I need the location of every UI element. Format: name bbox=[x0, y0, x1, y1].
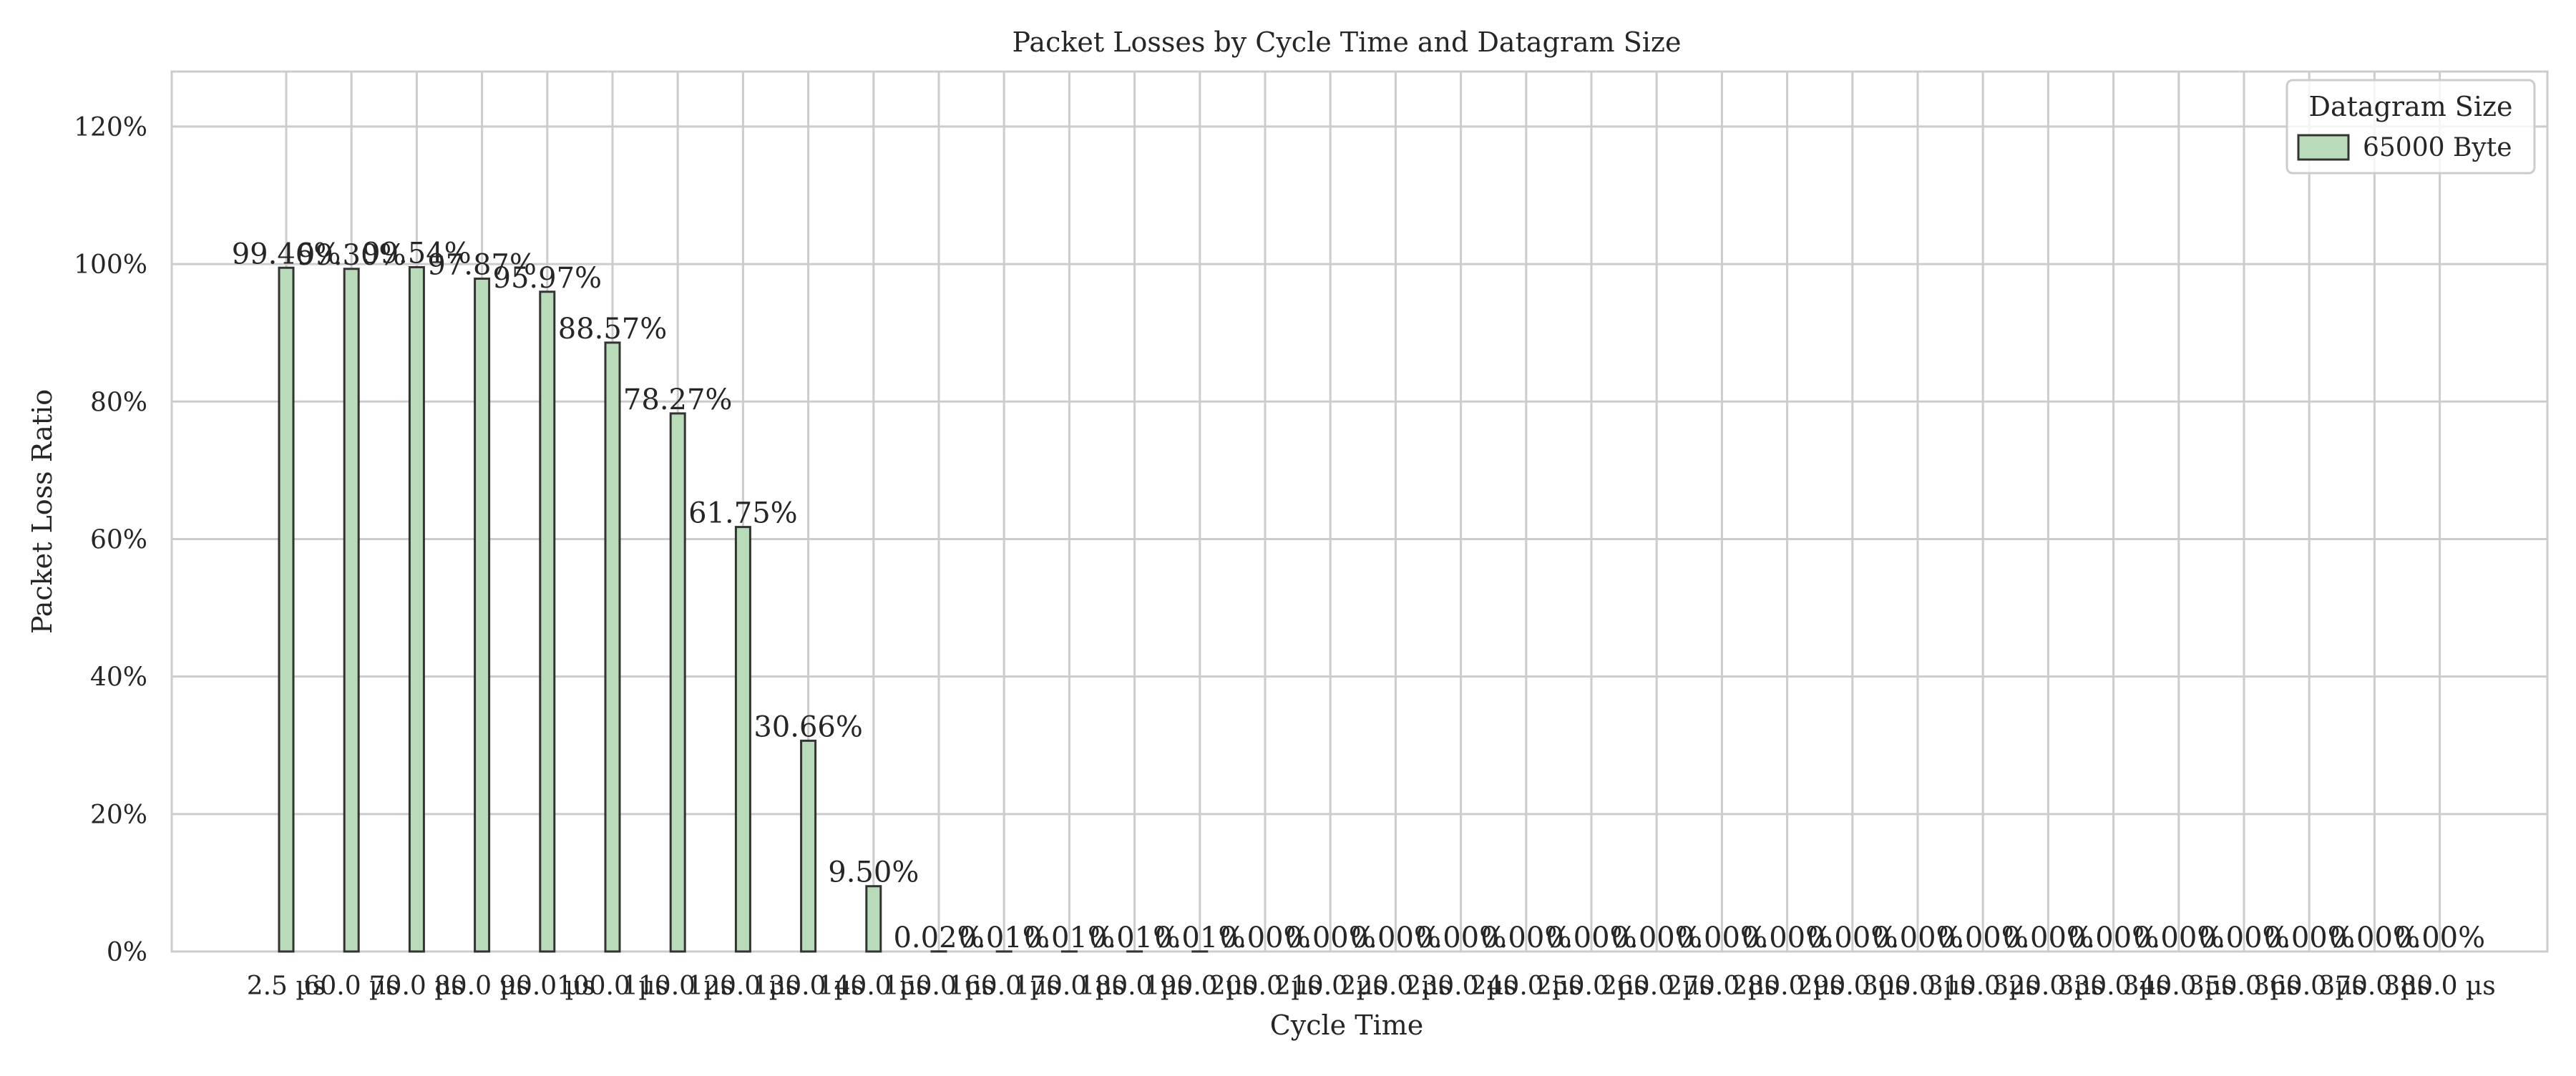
bar bbox=[736, 527, 750, 952]
y-tick-label: 100% bbox=[74, 250, 147, 280]
legend: Datagram Size 65000 Byte bbox=[2287, 80, 2534, 173]
y-tick-label: 120% bbox=[74, 113, 147, 142]
grid bbox=[172, 72, 2547, 952]
legend-entry-label: 65000 Byte bbox=[2363, 133, 2512, 162]
bar-value-label: 0.00% bbox=[2394, 921, 2485, 954]
bar bbox=[670, 414, 685, 952]
bar bbox=[344, 269, 358, 952]
legend-title: Datagram Size bbox=[2309, 91, 2513, 122]
legend-swatch bbox=[2298, 135, 2348, 160]
x-tick-label: 380.0 µs bbox=[2384, 972, 2495, 1001]
bar bbox=[801, 740, 816, 952]
bar bbox=[605, 343, 620, 952]
x-axis-label: Cycle Time bbox=[1270, 1009, 1424, 1041]
bar-value-label: 78.27% bbox=[623, 383, 733, 416]
y-tick-label: 0% bbox=[107, 938, 147, 967]
bar bbox=[279, 268, 293, 952]
y-axis-label: Packet Loss Ratio bbox=[26, 389, 58, 634]
y-tick-label: 20% bbox=[90, 801, 147, 830]
bar bbox=[540, 292, 555, 952]
data-labels: 99.46%99.30%99.54%97.87%95.97%88.57%78.2… bbox=[232, 237, 2485, 954]
chart-title: Packet Losses by Cycle Time and Datagram… bbox=[1013, 26, 1682, 58]
plot-area bbox=[172, 72, 2547, 952]
y-axis-ticks: 0% 20% 40% 60% 80% 100% 120% bbox=[74, 113, 147, 967]
bar-value-label: 61.75% bbox=[688, 497, 798, 530]
y-tick-label: 60% bbox=[90, 525, 147, 554]
y-tick-label: 40% bbox=[90, 663, 147, 693]
bar-value-label: 30.66% bbox=[753, 710, 863, 743]
bar-value-label: 95.97% bbox=[493, 262, 602, 295]
bar bbox=[409, 267, 424, 952]
bar-value-label: 9.50% bbox=[828, 856, 919, 889]
bar bbox=[475, 279, 489, 952]
bar bbox=[867, 886, 881, 952]
y-tick-label: 80% bbox=[90, 388, 147, 417]
bar-value-label: 88.57% bbox=[558, 313, 668, 346]
